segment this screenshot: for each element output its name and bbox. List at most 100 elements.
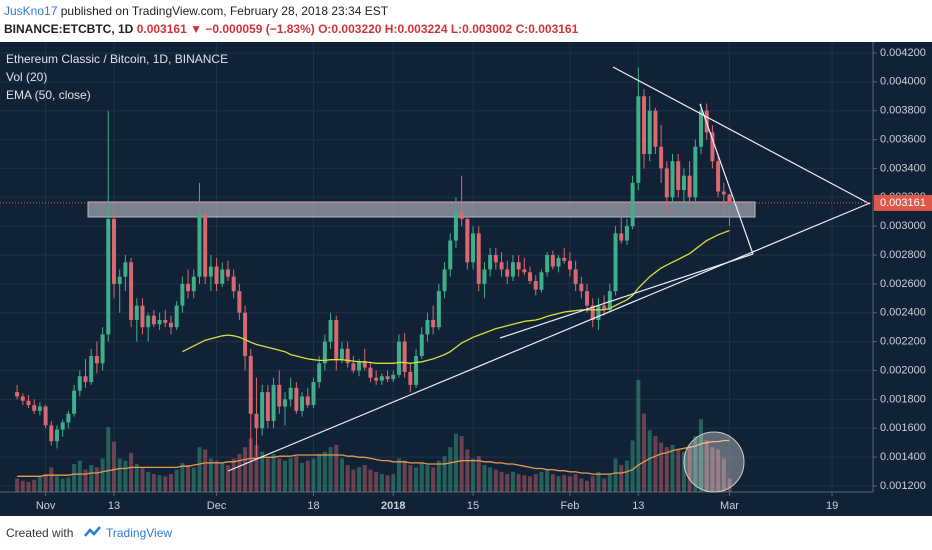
volume-bar <box>402 460 407 492</box>
volume-bar <box>305 460 310 492</box>
x-tick-label: 15 <box>467 500 479 512</box>
volume-bar <box>642 413 647 492</box>
candle-body <box>180 283 185 306</box>
brand[interactable]: TradingView <box>106 526 173 540</box>
published: published on TradingView.com, February 2… <box>60 4 389 18</box>
candle-body <box>419 334 424 357</box>
volume-bar <box>49 467 54 492</box>
volume-bar <box>288 458 293 492</box>
candle-body <box>647 110 652 154</box>
volume-bar <box>106 427 111 492</box>
candle-body <box>191 276 196 292</box>
volume-bar <box>465 449 470 492</box>
candle-body <box>254 413 259 429</box>
candle-body <box>482 269 487 284</box>
candle-body <box>294 387 299 411</box>
candle-body <box>545 255 550 273</box>
candle-body <box>220 269 225 284</box>
volume-bar <box>699 419 704 492</box>
candle-body <box>174 305 179 328</box>
legend-volume: Vol (20) <box>6 70 47 84</box>
candle-body <box>385 376 390 380</box>
candle-body <box>402 341 407 372</box>
axes: 0.001200 0.001400 0.001600 0.001800 0.002000… <box>0 47 932 512</box>
volume-bar <box>533 474 538 492</box>
candle-body <box>459 211 464 219</box>
ohlc: O:0.003220 H:0.003224 L:0.003002 C:0.003… <box>318 22 579 36</box>
volume-bar <box>550 474 555 492</box>
volume-bar <box>54 476 59 492</box>
volume-bar <box>357 467 362 492</box>
x-tick-label: 19 <box>826 500 838 512</box>
volume-bar <box>516 474 521 492</box>
candle-body <box>32 405 37 411</box>
candle-body <box>231 276 236 292</box>
candle-body <box>499 262 504 270</box>
candle-body <box>334 319 339 359</box>
candle-body <box>505 269 510 277</box>
volume-bar <box>362 465 367 492</box>
candle-body <box>117 276 122 284</box>
candle-body <box>271 384 276 421</box>
volume-bar <box>339 458 344 492</box>
volume-bar <box>528 476 533 492</box>
volume-bar <box>670 444 675 492</box>
y-tick-label: 0.001200 <box>880 480 926 492</box>
candle-body <box>391 374 396 380</box>
candle-body <box>260 392 265 429</box>
change: −0.000059 (−1.83%) <box>205 22 315 36</box>
volume-bar <box>396 458 401 492</box>
y-tick-label: 0.001800 <box>880 393 926 405</box>
author[interactable]: JusKno17 <box>4 4 58 18</box>
candle-body <box>396 341 401 375</box>
logo <box>84 526 101 537</box>
candle-body <box>699 110 704 147</box>
candle-body <box>573 269 578 284</box>
candle-body <box>636 96 641 183</box>
candle-body <box>493 255 498 263</box>
candle-body <box>642 96 647 154</box>
candle-body <box>43 406 48 426</box>
volume-bar <box>624 460 629 492</box>
volume-bar <box>254 444 259 492</box>
volume-bar <box>453 433 458 492</box>
candle-body <box>26 400 31 406</box>
trend-line <box>227 202 871 472</box>
volume-bar <box>585 480 590 492</box>
candle-body <box>300 396 305 411</box>
candle-body <box>197 214 202 277</box>
candle-body <box>721 191 726 195</box>
candle-body <box>248 356 253 414</box>
y-tick-label: 0.001600 <box>880 422 926 434</box>
volume-bar <box>214 460 219 492</box>
candle-body <box>414 356 419 385</box>
candle-body <box>37 406 42 411</box>
candle-body <box>140 305 145 328</box>
candle-body <box>596 305 601 320</box>
volume-bar <box>556 476 561 492</box>
volume-bar <box>151 474 156 492</box>
volume-bar <box>277 458 282 492</box>
candle-body <box>488 255 493 270</box>
trend-line <box>499 253 754 339</box>
candle-body <box>134 305 139 320</box>
volume-bar <box>37 476 42 492</box>
volume-bar <box>408 465 413 492</box>
published-line: JusKno17 published on TradingView.com, F… <box>4 4 388 18</box>
candle-body <box>339 348 344 359</box>
volume-bar <box>60 478 65 492</box>
volume-bar <box>157 475 162 492</box>
volume-bar <box>579 478 584 492</box>
candle-body <box>54 429 59 442</box>
volume-bar <box>630 440 635 492</box>
y-tick-label: 0.004000 <box>880 76 926 88</box>
candle-body <box>305 396 310 406</box>
x-tick-label: Nov <box>36 500 56 512</box>
volume-bar <box>220 462 225 492</box>
volume-bar <box>265 458 270 492</box>
volume-bar <box>72 464 77 492</box>
volume-bar <box>727 478 732 492</box>
volume-bar <box>505 474 510 492</box>
volume-bar <box>191 467 196 492</box>
